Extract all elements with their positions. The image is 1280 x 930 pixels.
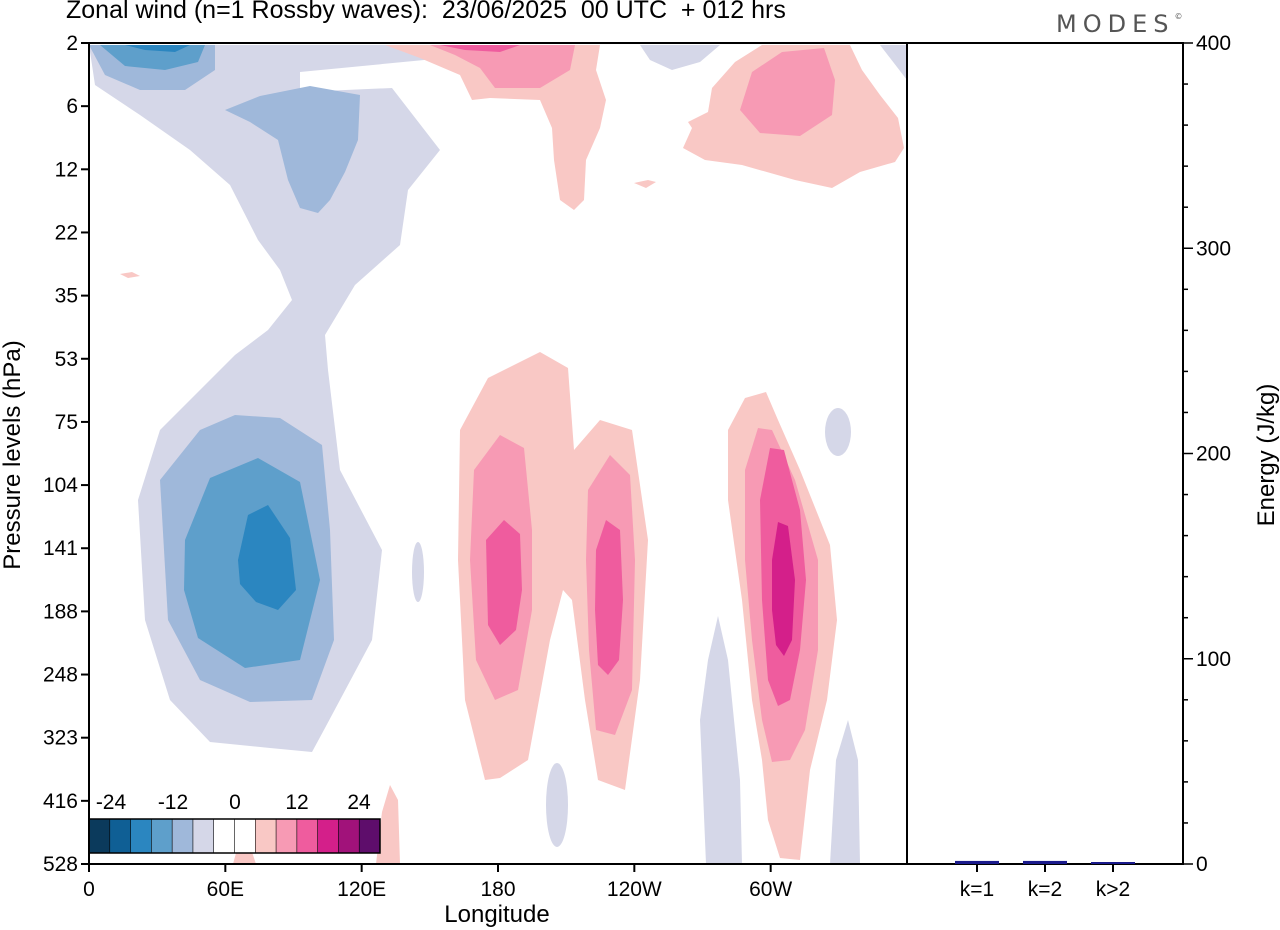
energy-tick-label: 0 [1196, 853, 1208, 876]
positive-anomaly-contour-13 [430, 45, 575, 88]
wavenumber-label: k=1 [960, 878, 994, 901]
negative-anomaly-contour-10 [546, 763, 568, 847]
logo-text: MODES [1056, 10, 1175, 38]
longitude-axis: 0 60E 120E 180 120W 60W [83, 864, 792, 901]
chart-title: Zonal wind (n=1 Rossby waves): 23/06/202… [66, 0, 786, 24]
positive-anomaly-contour-9 [772, 522, 795, 656]
pressure-tick-label: 53 [55, 348, 78, 371]
longitude-tick-label: 60E [207, 878, 244, 901]
colorbar-label-neg12: -12 [158, 791, 188, 814]
negative-anomaly-contour-6 [100, 45, 205, 70]
positive-anomaly-contour-12 [385, 45, 606, 210]
pressure-tick-label: 188 [43, 600, 78, 623]
pressure-tick-label: 528 [43, 853, 78, 876]
positive-anomaly-contour-11 [740, 48, 835, 136]
pressure-tick-label: 104 [43, 474, 78, 497]
zonal-wind-field [89, 45, 907, 864]
positive-anomaly-contour-17 [376, 785, 400, 864]
negative-anomaly-contour-9 [412, 542, 424, 602]
colorbar-swatch [109, 819, 132, 853]
colorbar-swatch [255, 819, 277, 853]
colorbar-swatch [338, 819, 360, 853]
negative-anomaly-contour-11 [825, 408, 851, 456]
energy-tick-label: 400 [1196, 32, 1231, 55]
energy-bar [1091, 862, 1135, 864]
longitude-tick-label: 180 [480, 878, 515, 901]
negative-anomaly-contour-13 [830, 720, 860, 864]
energy-tick-label: 300 [1196, 237, 1231, 260]
pressure-tick-label: 35 [55, 285, 78, 308]
pressure-tick-label: 416 [43, 790, 78, 813]
colorbar-swatch [234, 819, 256, 853]
pressure-tick-label: 141 [43, 537, 78, 560]
pressure-tick-label: 248 [43, 664, 78, 687]
colorbar-swatch [172, 819, 194, 853]
colorbar-label-zero: 0 [229, 791, 241, 814]
energy-tick-label: 100 [1196, 648, 1231, 671]
positive-anomaly-contour-4 [486, 520, 522, 645]
colorbar-label-pos12: 12 [285, 791, 308, 814]
colorbar-label-neg24: -24 [96, 791, 127, 814]
colorbar-swatch [151, 819, 173, 853]
energy-bar [955, 860, 999, 864]
wavenumber-label: k>2 [1096, 878, 1130, 901]
wavenumber-label: k=2 [1028, 878, 1062, 901]
longitude-tick-label: 60W [749, 878, 792, 901]
colorbar-swatch [130, 819, 152, 853]
colorbar-swatch [317, 819, 339, 853]
pressure-tick-label: 2 [66, 32, 78, 55]
colorbar-swatch [276, 819, 298, 853]
energy-bars: k=1 k=2 k>2 [955, 860, 1135, 901]
colorbar [88, 818, 381, 854]
colorbar-swatch [89, 819, 111, 853]
longitude-tick-label: 120W [607, 878, 662, 901]
energy-tick-label: 200 [1196, 443, 1231, 466]
positive-anomaly-contour-5 [595, 520, 623, 675]
pressure-axis: 2 6 12 22 35 53 75 104 141 188 248 323 416 528 [43, 32, 89, 876]
colorbar-swatch [192, 819, 215, 853]
colorbar-swatch [359, 819, 381, 853]
negative-anomaly-contour-14 [640, 45, 720, 70]
energy-axis: 0 100 200 300 400 [1183, 32, 1231, 876]
colorbar-label-pos24: 24 [347, 791, 371, 814]
x-axis-title: Longitude [444, 901, 549, 928]
energy-bar [1023, 860, 1067, 864]
negative-anomaly-contour-7 [125, 45, 190, 52]
colorbar-swatch [213, 819, 235, 853]
modes-logo: MODES© [1056, 10, 1182, 38]
pressure-tick-label: 323 [43, 727, 78, 750]
longitude-tick-label: 120E [337, 878, 386, 901]
energy-plot-frame [906, 42, 1184, 865]
positive-anomaly-contour-16 [634, 180, 656, 188]
logo-copyright-mark: © [1174, 12, 1183, 21]
negative-anomaly-contour-12 [700, 616, 742, 864]
longitude-tick-label: 0 [83, 878, 95, 901]
negative-anomaly-contour-4 [238, 505, 296, 610]
negative-anomaly-contour-15 [880, 45, 907, 80]
colorbar-swatch [296, 819, 319, 853]
pressure-tick-label: 75 [55, 411, 78, 434]
negative-anomaly-contour-8 [225, 86, 360, 213]
pressure-tick-label: 12 [55, 158, 78, 181]
positive-anomaly-contour-15 [120, 272, 140, 278]
pressure-tick-label: 6 [66, 95, 78, 118]
pressure-tick-label: 22 [55, 221, 78, 244]
positive-anomaly-contour-14 [440, 45, 520, 52]
y-axis-title: Pressure levels (hPa) [0, 340, 26, 569]
positive-anomaly-contour-18 [233, 852, 256, 864]
energy-axis-title: Energy (J/kg) [1253, 384, 1280, 527]
